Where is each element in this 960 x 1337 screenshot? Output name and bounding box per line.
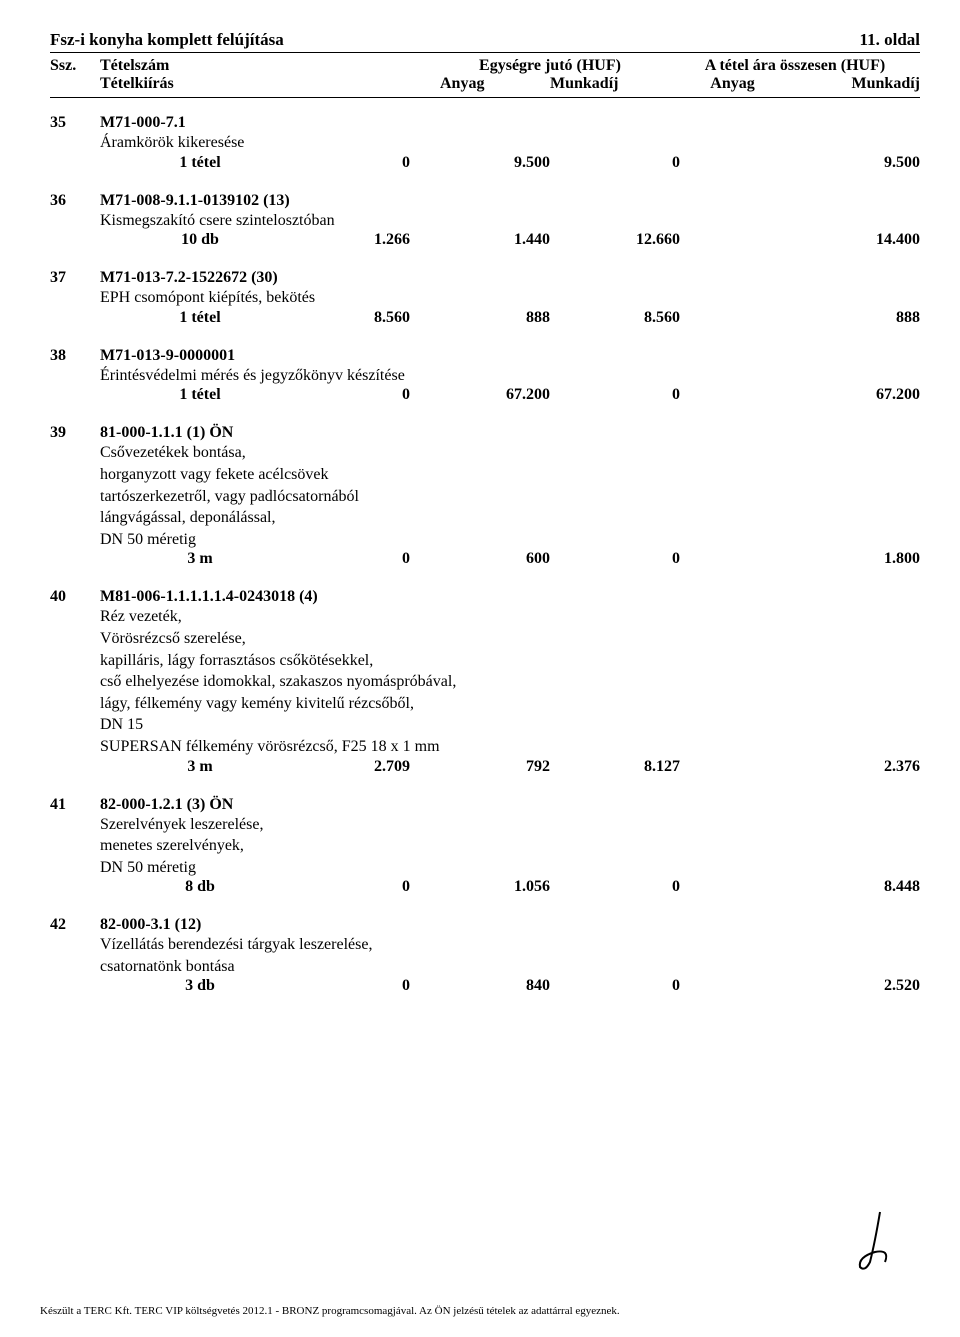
item-number: 38 (50, 347, 100, 365)
item-description: Áramkörök kikeresése (100, 132, 920, 154)
unit-labor-cost: 1.440 (430, 231, 560, 249)
footer-text: Készült a TERC Kft. TERC VIP költségveté… (40, 1305, 620, 1317)
item-number: 35 (50, 114, 100, 132)
unit-material-cost: 8.560 (300, 309, 430, 327)
budget-item: 40M81-006-1.1.1.1.1.4-0243018 (4)Réz vez… (50, 588, 920, 775)
project-title: Fsz-i konyha komplett felújítása (50, 30, 284, 50)
page-number: 11. oldal (860, 30, 920, 50)
col-egysegre: Egységre jutó (HUF) (430, 57, 670, 75)
item-values-row: 8 db01.05608.448 (50, 878, 920, 896)
column-headers: Ssz. Tételszám Tételkiírás Egységre jutó… (50, 57, 920, 98)
total-material-cost: 8.560 (560, 309, 700, 327)
col-tetelkiiras: Tételkiírás (100, 75, 430, 93)
total-labor-cost: 1.800 (700, 550, 920, 568)
unit-material-cost: 0 (300, 154, 430, 172)
budget-item: 3981-000-1.1.1 (1) ÖNCsővezetékek bontás… (50, 424, 920, 568)
item-values-row: 1 tétel09.50009.500 (50, 154, 920, 172)
total-material-cost: 0 (560, 977, 700, 995)
item-code: M71-013-7.2-1522672 (30) (100, 269, 278, 287)
total-labor-cost: 8.448 (700, 878, 920, 896)
item-description: Réz vezeték,Vörösrézcső szerelése,kapill… (100, 606, 920, 757)
item-number: 39 (50, 424, 100, 442)
item-values-row: 10 db1.2661.44012.66014.400 (50, 231, 920, 249)
item-code: M71-008-9.1.1-0139102 (13) (100, 192, 290, 210)
unit-material-cost: 2.709 (300, 758, 430, 776)
item-number: 41 (50, 796, 100, 814)
item-description: Szerelvények leszerelése,menetes szerelv… (100, 814, 920, 879)
page-header: Fsz-i konyha komplett felújítása 11. old… (50, 30, 920, 53)
unit-material-cost: 0 (300, 878, 430, 896)
item-code: M81-006-1.1.1.1.1.4-0243018 (4) (100, 588, 318, 606)
total-labor-cost: 14.400 (700, 231, 920, 249)
unit-labor-cost: 888 (430, 309, 560, 327)
total-material-cost: 12.660 (560, 231, 700, 249)
unit-labor-cost: 840 (430, 977, 560, 995)
col-munkadij-unit: Munkadíj (550, 75, 670, 93)
item-description: EPH csomópont kiépítés, bekötés (100, 287, 920, 309)
col-anyag-total: Anyag (670, 75, 795, 93)
item-code: 81-000-1.1.1 (1) ÖN (100, 424, 233, 442)
item-quantity: 3 db (100, 977, 300, 995)
item-number: 40 (50, 588, 100, 606)
col-osszesen: A tétel ára összesen (HUF) (670, 57, 920, 75)
item-values-row: 1 tétel8.5608888.560888 (50, 309, 920, 327)
total-material-cost: 0 (560, 550, 700, 568)
item-number: 36 (50, 192, 100, 210)
total-material-cost: 0 (560, 154, 700, 172)
unit-labor-cost: 792 (430, 758, 560, 776)
total-labor-cost: 2.520 (700, 977, 920, 995)
item-values-row: 1 tétel067.200067.200 (50, 386, 920, 404)
unit-material-cost: 0 (300, 386, 430, 404)
signature-mark (850, 1207, 900, 1287)
item-code: 82-000-1.2.1 (3) ÖN (100, 796, 233, 814)
unit-material-cost: 1.266 (300, 231, 430, 249)
item-description: Csővezetékek bontása,horganyzott vagy fe… (100, 442, 920, 550)
total-material-cost: 8.127 (560, 758, 700, 776)
item-number: 37 (50, 269, 100, 287)
total-labor-cost: 9.500 (700, 154, 920, 172)
unit-material-cost: 0 (300, 550, 430, 568)
item-code: M71-013-9-0000001 (100, 347, 235, 365)
item-quantity: 3 m (100, 758, 300, 776)
item-description: Kismegszakító csere szintelosztóban (100, 210, 920, 232)
item-values-row: 3 db084002.520 (50, 977, 920, 995)
budget-item: 35M71-000-7.1Áramkörök kikeresése1 tétel… (50, 114, 920, 172)
col-anyag-unit: Anyag (430, 75, 550, 93)
budget-item: 38M71-013-9-0000001Érintésvédelmi mérés … (50, 347, 920, 405)
budget-item: 4282-000-3.1 (12)Vízellátás berendezési … (50, 916, 920, 995)
unit-material-cost: 0 (300, 977, 430, 995)
total-labor-cost: 888 (700, 309, 920, 327)
item-quantity: 10 db (100, 231, 300, 249)
unit-labor-cost: 67.200 (430, 386, 560, 404)
item-description: Vízellátás berendezési tárgyak leszerelé… (100, 934, 920, 977)
total-labor-cost: 67.200 (700, 386, 920, 404)
item-quantity: 3 m (100, 550, 300, 568)
total-labor-cost: 2.376 (700, 758, 920, 776)
unit-labor-cost: 600 (430, 550, 560, 568)
item-quantity: 1 tétel (100, 154, 300, 172)
unit-labor-cost: 9.500 (430, 154, 560, 172)
item-quantity: 1 tétel (100, 309, 300, 327)
unit-labor-cost: 1.056 (430, 878, 560, 896)
col-tetelszam: Tételszám (100, 57, 430, 75)
item-code: 82-000-3.1 (12) (100, 916, 201, 934)
item-quantity: 1 tétel (100, 386, 300, 404)
item-values-row: 3 m060001.800 (50, 550, 920, 568)
item-description: Érintésvédelmi mérés és jegyzőkönyv kész… (100, 365, 920, 387)
budget-item: 4182-000-1.2.1 (3) ÖNSzerelvények leszer… (50, 796, 920, 897)
item-quantity: 8 db (100, 878, 300, 896)
item-number: 42 (50, 916, 100, 934)
budget-item: 36M71-008-9.1.1-0139102 (13)Kismegszakít… (50, 192, 920, 250)
col-ssz: Ssz. (50, 57, 100, 93)
items-list: 35M71-000-7.1Áramkörök kikeresése1 tétel… (50, 114, 920, 995)
total-material-cost: 0 (560, 878, 700, 896)
col-munkadij-total: Munkadíj (795, 75, 920, 93)
item-values-row: 3 m2.7097928.1272.376 (50, 758, 920, 776)
item-code: M71-000-7.1 (100, 114, 186, 132)
budget-item: 37M71-013-7.2-1522672 (30)EPH csomópont … (50, 269, 920, 327)
total-material-cost: 0 (560, 386, 700, 404)
